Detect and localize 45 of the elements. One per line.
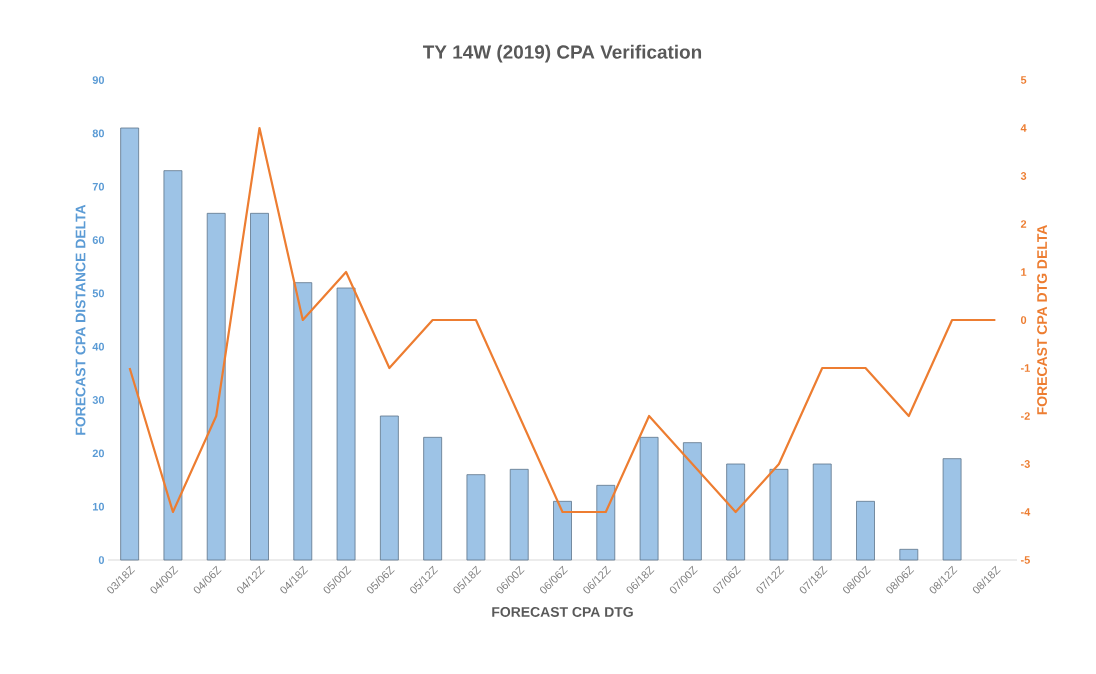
y-tick-label: 20 [92,449,105,458]
y-tick-label: 40 [92,342,105,351]
x-axis-title: FORECAST CPA DTG [492,607,633,617]
y-tick-label: 10 [92,502,105,511]
bar [120,127,140,561]
bar [899,548,919,561]
bar [163,170,183,561]
bar [206,212,226,561]
y2-tick-label: 4 [1020,124,1027,132]
bar [812,463,832,561]
bar [509,468,529,561]
bar [856,500,875,561]
y2-tick-label: 5 [1020,76,1027,84]
y-tick-label: 0 [98,556,105,564]
y-tick-label: 90 [92,76,105,84]
y-axis-title: FORECAST CPA DISTANCE DELTA [75,204,86,435]
y2-tick-label: 1 [1021,268,1027,276]
bar [553,500,572,561]
bar [596,484,616,561]
y-tick-label: 80 [92,129,105,138]
bar [293,282,313,561]
bar [726,463,746,561]
y2-tick-label: -3 [1020,460,1030,468]
y-tick-label: 50 [92,289,105,298]
bar [250,212,269,561]
bar [769,468,789,561]
y2-tick-label: -4 [1020,508,1031,516]
bar [379,415,399,561]
bar [336,287,356,561]
y-tick-label: 70 [92,182,105,191]
y2-tick-label: -2 [1020,412,1030,420]
y-tick-label: 60 [92,236,105,244]
bar [942,458,962,561]
y2-tick-label: 0 [1020,316,1027,324]
y2-axis-title: FORECAST CPA DTG DELTA [1037,225,1047,415]
y2-tick-label: -5 [1020,556,1030,564]
y-tick-label: 30 [92,396,105,404]
bar [423,436,443,561]
bar [466,474,486,561]
y2-tick-label: 2 [1020,220,1027,228]
y2-tick-label: 3 [1020,172,1027,180]
y2-tick-label: -1 [1020,364,1030,372]
bar [639,436,659,561]
chart-title: TY 14W (2019) CPA Verification [422,44,702,63]
bar [682,442,702,561]
